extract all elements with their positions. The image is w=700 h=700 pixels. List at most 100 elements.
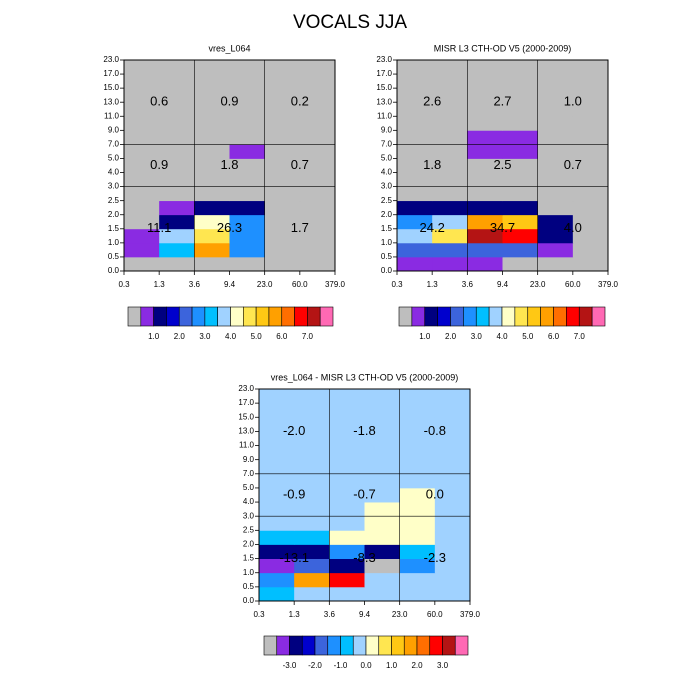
cell xyxy=(399,403,436,418)
colorbar-box xyxy=(540,306,554,327)
cell xyxy=(399,389,436,404)
cell xyxy=(294,403,330,418)
x-tick-label: 60.0 xyxy=(565,280,581,289)
cell xyxy=(432,74,468,89)
annotation: 1.8 xyxy=(220,157,238,172)
cell xyxy=(502,88,539,103)
y-tick-label: 1.0 xyxy=(108,238,120,247)
cell xyxy=(299,158,336,173)
cell xyxy=(364,530,401,545)
cell xyxy=(364,544,401,559)
annotation: 0.6 xyxy=(150,94,168,109)
x-tick-label: 3.6 xyxy=(189,280,201,289)
cell xyxy=(537,144,574,159)
colorbar-label: 2.0 xyxy=(411,661,423,670)
cell xyxy=(299,186,336,202)
cell xyxy=(299,242,336,258)
cell xyxy=(329,487,365,503)
x-tick-label: 1.3 xyxy=(289,610,301,619)
colorbar-box xyxy=(204,306,218,327)
cell xyxy=(264,256,301,272)
cell xyxy=(259,572,295,588)
cell xyxy=(364,572,401,588)
cell xyxy=(299,60,336,75)
cell xyxy=(329,558,365,574)
colorbar-label: 6.0 xyxy=(548,332,560,341)
cell xyxy=(329,389,365,404)
cell xyxy=(294,431,330,446)
cell xyxy=(572,116,609,131)
x-tick-label: 9.4 xyxy=(359,610,371,619)
cell xyxy=(432,144,468,159)
y-tick-label: 1.5 xyxy=(108,224,120,233)
y-tick-label: 1.0 xyxy=(243,568,255,577)
cell xyxy=(434,473,471,489)
colorbar-box xyxy=(289,635,303,656)
cell xyxy=(264,130,301,145)
cell xyxy=(432,116,468,131)
cell xyxy=(364,586,401,602)
cell xyxy=(397,102,433,117)
cell xyxy=(264,116,301,131)
colorbar-box xyxy=(352,635,367,656)
x-tick-label: 60.0 xyxy=(292,280,308,289)
colorbar-box xyxy=(591,306,606,327)
cell xyxy=(159,74,195,89)
cell xyxy=(434,586,471,602)
cell xyxy=(467,130,503,145)
cell xyxy=(259,417,295,432)
colorbar-label: 1.0 xyxy=(148,332,160,341)
cell xyxy=(467,172,503,187)
cell xyxy=(299,116,336,131)
cell xyxy=(399,586,436,602)
cell xyxy=(294,473,330,489)
cell xyxy=(434,530,471,545)
colorbar-box xyxy=(514,306,529,327)
cell xyxy=(264,172,301,187)
cell xyxy=(124,242,160,258)
annotation: 0.9 xyxy=(220,94,238,109)
cell xyxy=(502,74,539,89)
cell xyxy=(502,256,539,272)
colorbar-label: 4.0 xyxy=(496,332,508,341)
colorbar-box xyxy=(450,306,464,327)
x-tick-label: 1.3 xyxy=(427,280,439,289)
cell xyxy=(397,186,433,202)
cell xyxy=(537,228,574,244)
cell xyxy=(294,502,330,517)
cell xyxy=(537,158,574,173)
cell xyxy=(294,530,330,545)
cell xyxy=(124,130,160,145)
cell xyxy=(467,116,503,131)
cell xyxy=(194,158,230,173)
colorbar-box xyxy=(391,635,405,656)
colorbar-box xyxy=(424,306,438,327)
cell xyxy=(432,130,468,145)
cell xyxy=(434,558,471,574)
annotation: -1.8 xyxy=(353,423,375,438)
cell xyxy=(124,158,160,173)
cell xyxy=(259,473,295,489)
cell xyxy=(229,172,266,187)
panel-title: MISR L3 CTH-OD V5 (2000-2009) xyxy=(434,43,572,53)
cell xyxy=(364,502,401,517)
colorbar-label: 2.0 xyxy=(174,332,186,341)
y-tick-label: 9.0 xyxy=(381,125,393,134)
cell xyxy=(294,586,330,602)
cell xyxy=(194,172,230,187)
figure-title: VOCALS JJA xyxy=(293,12,407,33)
cell xyxy=(194,242,230,258)
y-tick-label: 3.0 xyxy=(243,511,255,520)
colorbar-label: -2.0 xyxy=(308,661,322,670)
cell xyxy=(364,389,401,404)
annotation: 2.5 xyxy=(493,157,511,172)
cell xyxy=(467,186,503,202)
colorbar-label: 7.0 xyxy=(302,332,314,341)
cell xyxy=(194,256,230,272)
colorbar-box xyxy=(301,635,316,656)
x-tick-label: 379.0 xyxy=(460,610,481,619)
cell xyxy=(294,558,330,574)
annotation: -2.3 xyxy=(424,550,446,565)
cell xyxy=(502,144,539,159)
annotation: 0.2 xyxy=(291,94,309,109)
